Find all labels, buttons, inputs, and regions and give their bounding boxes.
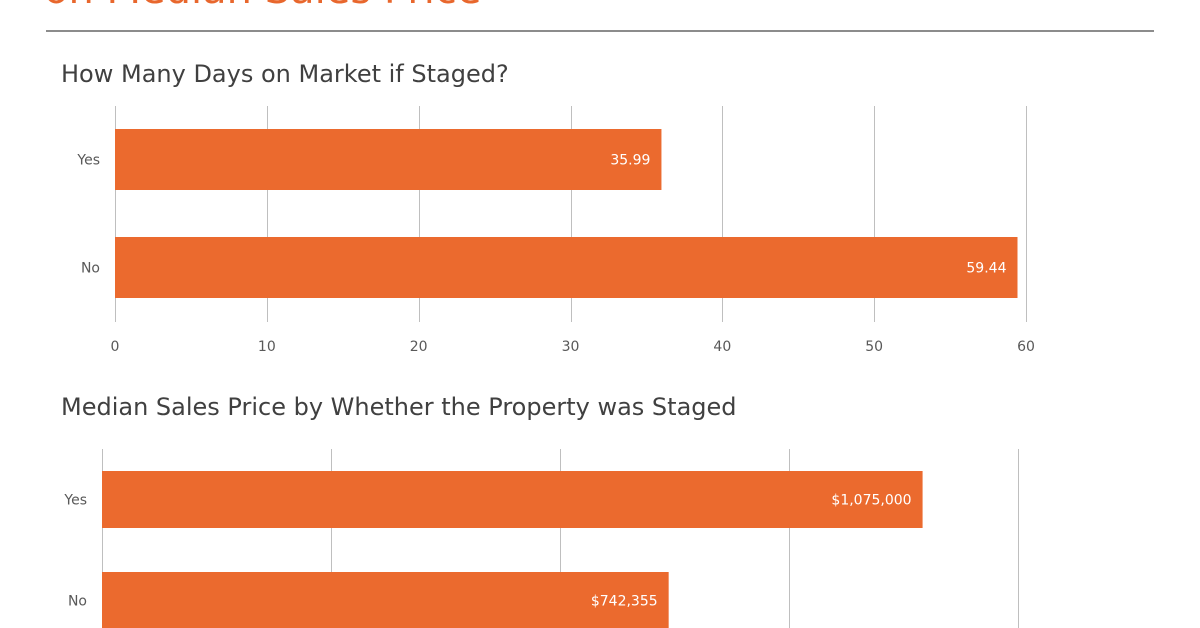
page-header: on Median Sales Price [44,0,482,10]
chart-days-on-market: 35.99 Yes 59.44 No 0 10 20 30 40 50 60 [76,106,1035,355]
tick-label: 40 [713,339,731,355]
category-label: Yes [63,493,87,509]
tick-label: 20 [410,339,428,355]
tick-label: 30 [562,339,580,355]
value-label: 35.99 [610,153,650,169]
value-label: 59.44 [966,261,1006,277]
bar-no [115,237,1018,298]
header-rule [46,30,1154,32]
value-label: $742,355 [591,594,658,610]
chart-2-title: Median Sales Price by Whether the Proper… [61,393,737,421]
category-label: No [68,594,87,610]
tick-label: 60 [1017,339,1035,355]
page-header-clip: on Median Sales Price [0,0,1200,12]
tick-label: 0 [111,339,120,355]
bar-no [102,572,669,628]
tick-label: 10 [258,339,276,355]
bar-yes [102,471,923,528]
category-label: No [81,261,100,277]
chart-median-sales-price: $1,075,000 Yes $742,355 No [63,449,1019,628]
chart-1-title: How Many Days on Market if Staged? [61,60,509,88]
value-label: $1,075,000 [831,493,911,509]
bar-yes [115,129,662,190]
tick-label: 50 [865,339,883,355]
category-label: Yes [76,153,100,169]
